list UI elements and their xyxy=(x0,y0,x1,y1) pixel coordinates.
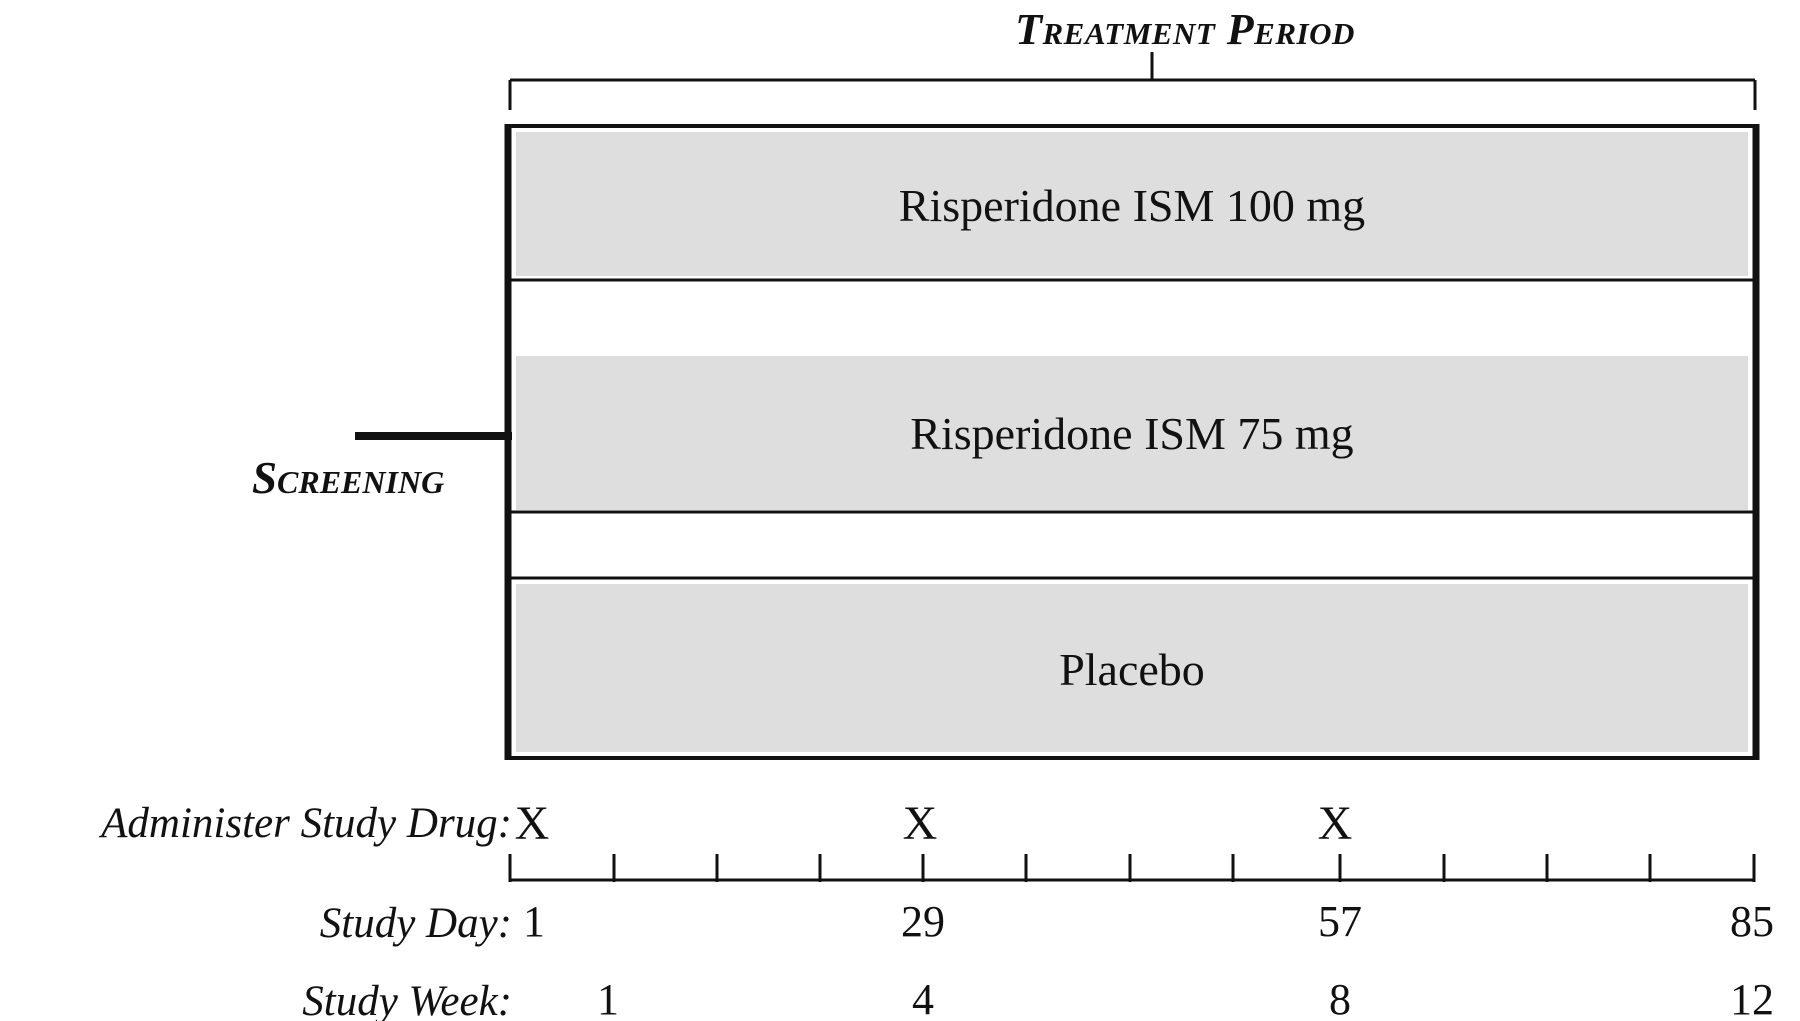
treatment-period-bracket xyxy=(508,52,1757,110)
study-day-1: 1 xyxy=(523,897,545,946)
arm-band-100mg xyxy=(516,132,1748,276)
screening-label: Screening xyxy=(252,453,445,503)
study-day-29: 29 xyxy=(901,897,945,946)
study-week-1: 1 xyxy=(597,975,619,1021)
study-day-85: 85 xyxy=(1730,897,1774,946)
treatment-box xyxy=(504,124,1760,760)
study-day-57: 57 xyxy=(1318,897,1362,946)
arm-label-75mg: Risperidone ISM 75 mg xyxy=(910,408,1354,459)
arm-label-100mg: Risperidone ISM 100 mg xyxy=(898,180,1366,231)
study-week-label: Study Week: xyxy=(302,978,512,1021)
study-week-4: 4 xyxy=(912,975,934,1021)
administer-study-drug-label: Administer Study Drug: xyxy=(101,800,512,847)
timeline-axis xyxy=(508,854,1756,882)
study-week-8: 8 xyxy=(1329,975,1351,1021)
arm-band-placebo xyxy=(516,584,1748,752)
study-day-label: Study Day: xyxy=(319,900,512,947)
arm-band-75mg xyxy=(516,356,1748,510)
administer-mark-day-57: X xyxy=(1317,797,1353,850)
administer-mark-day-29: X xyxy=(902,797,938,850)
treatment-period-title: Treatment Period xyxy=(905,4,1465,54)
administer-mark-day-1: X xyxy=(514,797,550,850)
treatment-period-title-text: Treatment Period xyxy=(1015,5,1355,54)
study-week-12: 12 xyxy=(1730,975,1774,1021)
arm-label-placebo: Placebo xyxy=(1059,644,1205,695)
band-separators xyxy=(508,278,1756,580)
